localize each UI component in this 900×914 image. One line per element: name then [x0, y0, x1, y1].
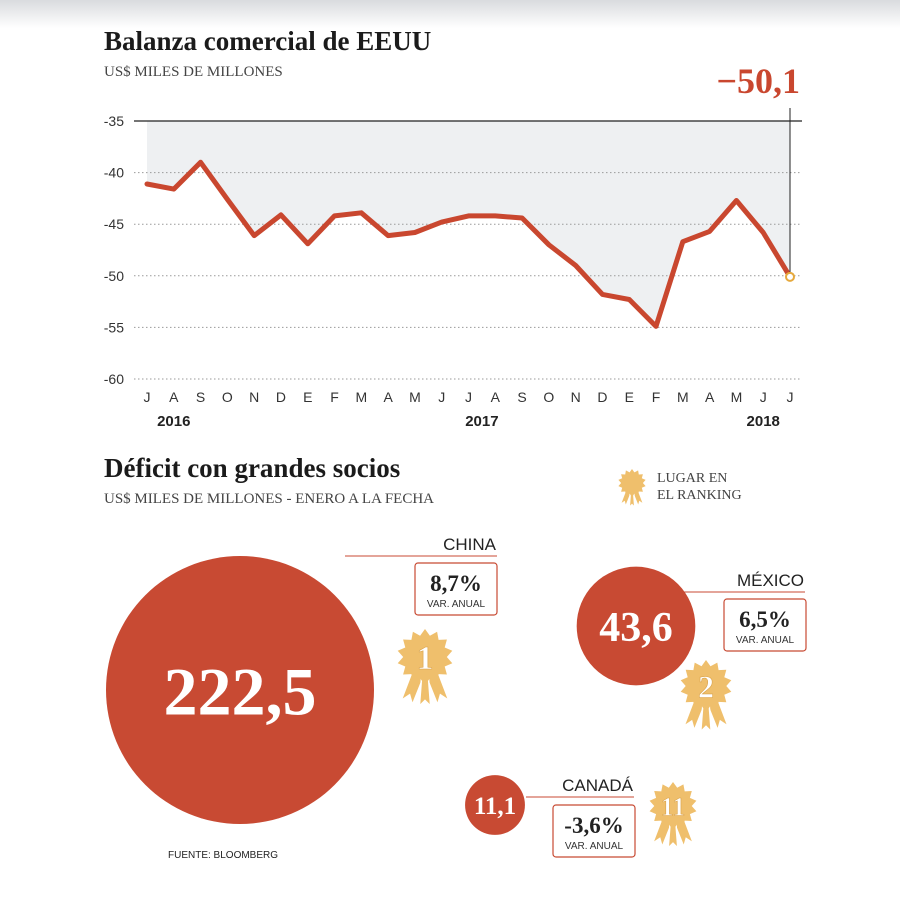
legend-label: LUGAR EN — [657, 471, 727, 486]
bubble-value-label: 222,5 — [164, 653, 317, 729]
x-tick-label: D — [276, 389, 286, 405]
x-tick-label: D — [597, 389, 607, 405]
badge-star — [618, 469, 646, 497]
y-tick-label: -45 — [104, 216, 124, 232]
change-label: 8,7% — [430, 571, 482, 596]
x-tick-label: J — [760, 389, 767, 405]
x-year-label: 2016 — [157, 413, 190, 430]
x-tick-label: N — [571, 389, 581, 405]
end-point — [785, 271, 795, 282]
x-tick-label: A — [491, 389, 501, 405]
x-tick-label: S — [196, 389, 205, 405]
change-label: -3,6% — [564, 813, 623, 838]
x-tick-label: S — [517, 389, 526, 405]
badge-star — [680, 660, 732, 712]
category-label: MÉXICO — [737, 571, 804, 590]
x-tick-label: M — [355, 389, 367, 405]
y-tick-label: -50 — [104, 268, 124, 284]
change-caption: VAR. ANUAL — [427, 599, 486, 610]
rank-number: 11 — [661, 792, 686, 821]
chart-subtitle: US$ MILES DE MILLONES - ENERO A LA FECHA — [104, 491, 434, 507]
rank-badge: 2 — [680, 660, 732, 734]
x-tick-label: N — [249, 389, 259, 405]
chart-subtitle: US$ MILES DE MILLONES — [104, 64, 283, 80]
change-box — [723, 598, 807, 652]
badge-star — [649, 782, 697, 830]
rank-badge — [618, 469, 646, 510]
x-tick-label: A — [169, 389, 179, 405]
legend-label: EL RANKING — [657, 488, 742, 503]
rank-badge: 1 — [397, 629, 453, 708]
chart-title: Déficit con grandes socios — [104, 453, 400, 483]
x-tick-label: J — [438, 389, 445, 405]
x-tick-label: A — [383, 389, 393, 405]
bubble — [106, 556, 374, 824]
bubble-value-label: 43,6 — [599, 605, 673, 651]
bubble — [465, 775, 525, 835]
x-tick-label: O — [222, 389, 233, 405]
bubble — [576, 566, 696, 686]
value-label: −50,1 — [716, 61, 800, 101]
y-tick-label: -55 — [104, 319, 124, 335]
category-label: CANADÁ — [562, 776, 634, 795]
x-tick-label: J — [465, 389, 472, 405]
rank-number: 1 — [417, 640, 434, 677]
rank-badge: 11 — [649, 782, 697, 850]
change-box — [414, 562, 498, 616]
rank-number: 2 — [698, 669, 714, 705]
x-tick-label: E — [625, 389, 634, 405]
y-tick-label: -60 — [104, 371, 124, 387]
bubble-value-label: 11,1 — [474, 793, 516, 820]
x-tick-label: M — [677, 389, 689, 405]
x-tick-label: J — [787, 389, 794, 405]
x-tick-label: A — [705, 389, 715, 405]
change-label: 6,5% — [739, 607, 791, 632]
x-tick-label: F — [652, 389, 661, 405]
change-caption: VAR. ANUAL — [565, 841, 624, 852]
x-tick-label: E — [303, 389, 312, 405]
change-caption: VAR. ANUAL — [736, 635, 795, 646]
data-line — [144, 159, 793, 329]
x-tick-label: F — [330, 389, 339, 405]
x-year-label: 2018 — [747, 413, 780, 430]
x-tick-label: J — [144, 389, 151, 405]
x-tick-label: M — [409, 389, 421, 405]
chart-title: Balanza comercial de EEUU — [104, 26, 431, 56]
top-band — [0, 0, 900, 28]
change-box — [552, 804, 636, 858]
y-tick-label: -35 — [104, 113, 124, 129]
area-fill — [147, 121, 790, 327]
source-note: FUENTE: BLOOMBERG — [168, 850, 278, 861]
x-tick-label: O — [543, 389, 554, 405]
x-year-label: 2017 — [465, 413, 498, 430]
x-tick-label: M — [731, 389, 743, 405]
badge-star — [397, 629, 453, 685]
category-label: CHINA — [443, 535, 497, 554]
y-tick-label: -40 — [104, 165, 124, 181]
